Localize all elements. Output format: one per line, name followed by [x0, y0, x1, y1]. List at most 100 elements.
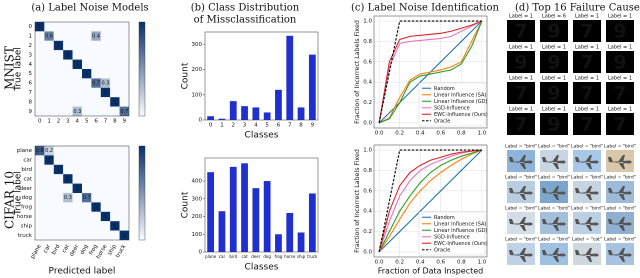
heatmap-cell [119, 183, 129, 193]
heatmap-cell [72, 193, 82, 203]
image-caption: Label = "bird" [604, 175, 636, 181]
heatmap-cell [91, 31, 101, 41]
x-tick-label: 8 [299, 123, 303, 129]
heatmap-cell [110, 106, 120, 116]
heatmap-cell [110, 22, 120, 32]
legend-label: EWC-Influence (Ours) [434, 241, 488, 247]
x-tick-label: dog [79, 244, 89, 256]
x-tick-label: frog [274, 254, 282, 259]
heatmap-cell [91, 59, 101, 69]
x-tick-label: 0.4 [416, 131, 425, 137]
digit-glyph: 7 [580, 52, 593, 74]
heatmap-cell [110, 193, 120, 203]
bar [218, 118, 226, 120]
image-caption: Label = "bird" [604, 206, 636, 212]
digit-glyph: 9 [547, 114, 560, 136]
heatmap-cell [72, 40, 82, 51]
series-line [378, 20, 483, 124]
heatmap-cell [100, 31, 111, 41]
y-tick-label: frog [21, 205, 32, 211]
y-tick-label: 6 [29, 81, 33, 87]
heatmap-cell [100, 230, 111, 240]
cell-label: 0.7 [120, 109, 128, 115]
x-tick-label: cat [241, 254, 248, 259]
heatmap-cell [63, 22, 73, 32]
x-tick-label: 9 [123, 119, 127, 125]
y-tick-label: 3 [29, 52, 33, 58]
image-caption: Label = 1 [608, 45, 632, 51]
digit-glyph: 9 [514, 52, 527, 74]
digit-image [507, 82, 535, 104]
heatmap-cell [44, 87, 54, 98]
cell-label: 1 [57, 43, 60, 49]
heatmap-cell [63, 183, 73, 193]
heatmap-cell [110, 97, 120, 107]
digit-glyph: 9 [613, 52, 626, 74]
heatmap-cell [82, 59, 92, 69]
cell-label: 1 [48, 158, 51, 164]
digit-glyph: 9 [613, 21, 626, 43]
heatmap-cell [91, 202, 101, 212]
heatmap-cell [72, 211, 82, 222]
heatmap-cell [119, 193, 129, 203]
y-tick-label: 0.2 [363, 229, 372, 235]
heatmap-cell [82, 146, 92, 156]
y-tick-label: 8 [29, 99, 33, 105]
series-line [378, 149, 483, 253]
plane-shape [509, 217, 533, 231]
heatmap-cell [110, 155, 120, 165]
image-caption: Label = "bird" [538, 237, 570, 243]
y-tick-label: 0.4 [363, 209, 372, 215]
heatmap-cell [82, 230, 92, 240]
x-axis-label: Fraction of Data Inspected [378, 267, 484, 276]
heatmap-cell [82, 183, 92, 193]
heatmap-cell [72, 146, 82, 156]
image-caption: Label = 1 [575, 45, 599, 51]
heatmap-cell [53, 164, 64, 175]
heatmap-cell [119, 164, 129, 175]
heatmap-cell [35, 155, 45, 165]
heatmap-cell [91, 87, 101, 98]
y-axis-label: Fraction of Incorrect Labels Fixed [354, 149, 361, 253]
heatmap-cell [82, 50, 92, 60]
heatmap-cell [91, 183, 101, 193]
x-tick-label: 7 [288, 123, 292, 129]
image-caption: Label = "bird" [604, 237, 636, 243]
y-tick-label: 0.8 [363, 168, 372, 174]
x-tick-label: 0.0 [375, 131, 384, 137]
heatmap-cell [44, 31, 54, 41]
cell-label: 1 [66, 176, 69, 182]
y-tick-label: 0 [199, 118, 203, 124]
heatmap-cell [72, 183, 82, 193]
image-caption: Label = 1 [542, 45, 566, 51]
heatmap-cell [100, 69, 111, 79]
bar [207, 116, 215, 120]
heatmap-cell [91, 155, 101, 165]
heatmap-cell [110, 221, 120, 231]
heatmap-cell [119, 221, 129, 231]
image-caption: Label = "bird" [505, 175, 537, 181]
cell-label: 1 [76, 62, 79, 68]
digit-glyph: 9 [547, 52, 560, 74]
y-tick-label: bird [21, 167, 32, 173]
heatmap-cell [110, 183, 120, 193]
heatmap-cell [110, 202, 120, 212]
cell-label: 1 [66, 52, 69, 58]
heatmap-cell [72, 50, 82, 60]
digit-glyph: 7 [613, 114, 626, 136]
heatmap-cell [63, 31, 73, 41]
heatmap-cell [100, 59, 111, 69]
heatmap-cell [53, 40, 64, 51]
x-tick-label: 0.6 [436, 131, 445, 137]
heatmap-cell [119, 50, 129, 60]
bar [241, 163, 248, 252]
heatmap-cell [35, 59, 45, 69]
y-axis-label: True label [14, 47, 24, 92]
cell-label: 1 [95, 205, 98, 211]
heatmap-cell [100, 50, 111, 60]
x-tick-label: bird [51, 244, 62, 256]
heatmap-cell [53, 221, 64, 231]
y-tick-label: 0.6 [363, 59, 372, 65]
y-tick-label: 1.0 [363, 148, 372, 154]
heatmap-cell [53, 146, 64, 156]
